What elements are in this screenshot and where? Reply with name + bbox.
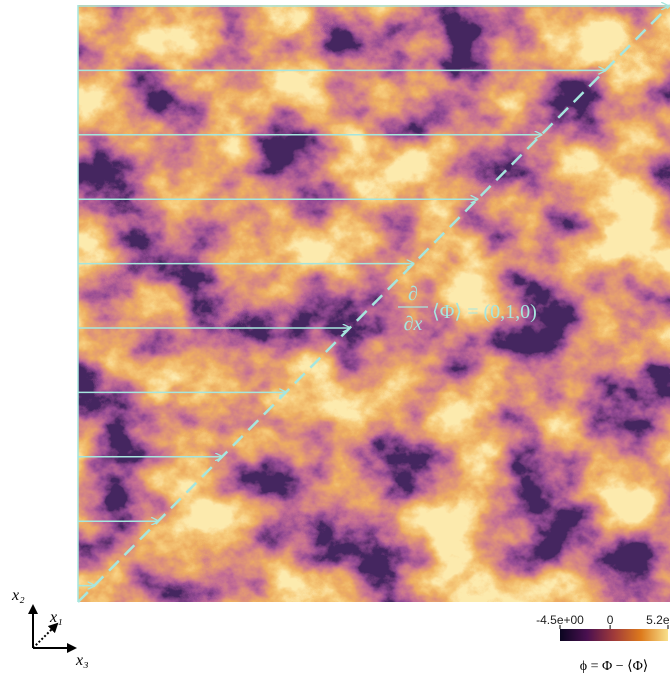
eq-denominator: ∂x: [404, 313, 423, 335]
axis-label: x₃: [75, 652, 89, 669]
colorbar-tick-label: 0: [607, 613, 614, 627]
axis-label: x₁: [49, 609, 63, 626]
colorbar-tick-label: -4.5e+00: [536, 613, 584, 627]
eq-numerator: ∂: [408, 283, 418, 305]
axis-triad: x₂ x₁ x₃: [11, 587, 89, 669]
colorbar: ϕ = Φ − ⟨Φ⟩ -4.5e+00 0 5.2e+00: [536, 613, 670, 674]
colorbar-tick-label: 5.2e+00: [646, 613, 670, 627]
axis-label: x₂: [11, 587, 25, 604]
triad-arrow: [33, 624, 57, 648]
colorbar-ramp: [560, 629, 668, 641]
colorbar-label: ϕ = Φ − ⟨Φ⟩: [580, 659, 649, 674]
eq-rhs: ⟨Φ⟩ = (0,1,0): [432, 301, 537, 323]
figure: ∂ ∂x ⟨Φ⟩ = (0,1,0) x₂ x₁ x₃ ϕ = Φ − ⟨Φ⟩ …: [0, 0, 670, 682]
